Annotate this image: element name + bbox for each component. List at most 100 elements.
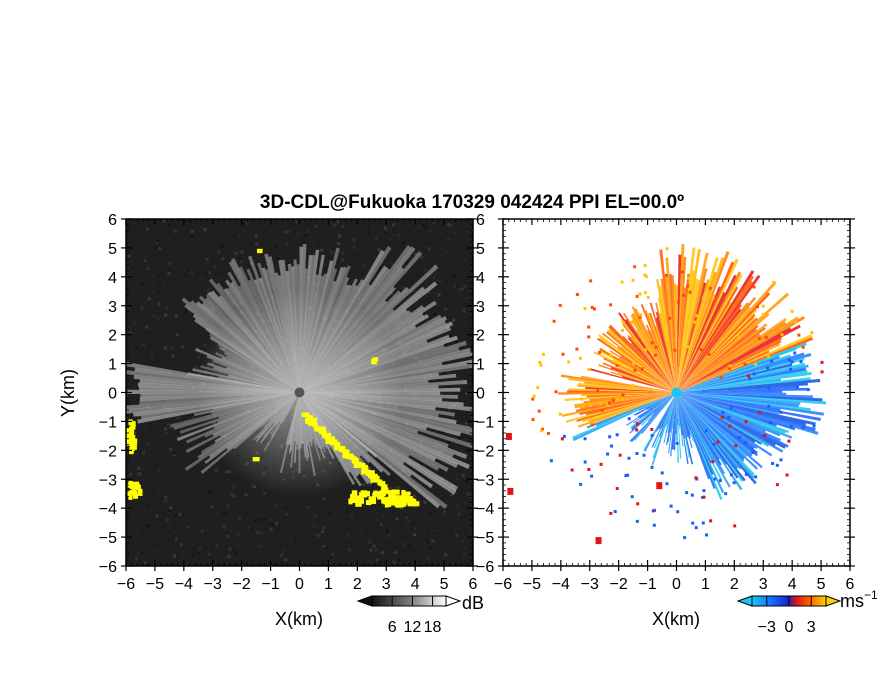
noise-pixel xyxy=(464,230,468,234)
velocity-ray xyxy=(676,286,739,393)
velocity-pixel xyxy=(806,388,810,392)
noise-pixel xyxy=(162,219,166,223)
velocity-ray xyxy=(676,392,796,431)
noise-pixel xyxy=(261,252,265,256)
velocity-pixel xyxy=(644,348,648,352)
noise-pixel xyxy=(313,515,317,519)
noise-pixel xyxy=(147,297,151,301)
velocity-pixel xyxy=(775,463,779,467)
velocity-ray xyxy=(676,268,708,393)
noise-pixel xyxy=(357,255,361,259)
velocity-ray xyxy=(658,392,677,430)
velocity-ray xyxy=(626,392,677,426)
noise-pixel xyxy=(225,504,229,508)
noise-pixel xyxy=(174,513,178,517)
velocity-ray xyxy=(609,350,677,393)
colorbar-tick-label: −3 xyxy=(758,619,776,636)
y-tick-label-right: 3 xyxy=(476,299,485,316)
noise-pixel xyxy=(399,265,403,269)
noise-pixel xyxy=(236,532,240,536)
colorbar-high-arrow xyxy=(825,595,842,607)
noise-pixel xyxy=(166,529,170,533)
velocity-pixel xyxy=(743,362,747,366)
noise-pixel xyxy=(441,496,445,500)
velocity-ray xyxy=(665,392,677,427)
noise-pixel xyxy=(208,490,212,494)
noise-pixel xyxy=(314,224,318,228)
velocity-ray xyxy=(676,392,722,466)
velocity-pixel xyxy=(615,361,619,365)
noise-pixel xyxy=(428,511,432,515)
velocity-ray xyxy=(627,334,677,393)
velocity-pixel xyxy=(583,307,587,311)
velocity-pixel xyxy=(694,476,698,480)
velocity-ray xyxy=(676,342,808,393)
noise-pixel xyxy=(282,549,286,553)
noise-pixel xyxy=(443,245,447,249)
velocity-pixel xyxy=(588,403,592,407)
noise-pixel xyxy=(394,551,398,555)
noise-pixel xyxy=(420,256,424,260)
noise-pixel xyxy=(452,273,456,277)
velocity-ray xyxy=(620,318,677,393)
x-tick-label: −4 xyxy=(175,576,193,593)
noise-pixel xyxy=(417,225,421,229)
clutter-pixel xyxy=(303,412,310,417)
noise-pixel xyxy=(331,552,335,556)
noise-pixel xyxy=(317,244,321,248)
noise-pixel xyxy=(322,526,326,530)
velocity-panel: −6 −5 −4 −3 −2 −1 0 1 2 3 4 5 6 X(km) xyxy=(494,218,855,629)
noise-pixel xyxy=(455,505,459,509)
velocity-ray xyxy=(560,374,677,393)
clutter-pixel xyxy=(351,490,358,498)
velocity-pixel xyxy=(549,459,553,463)
noise-pixel xyxy=(442,512,446,516)
velocity-ray xyxy=(676,274,737,393)
velocity-pixel xyxy=(608,435,612,439)
velocity-pixel xyxy=(652,508,656,512)
noise-pixel xyxy=(287,230,291,234)
clutter-pixel xyxy=(386,490,393,495)
clutter-pixel xyxy=(372,492,379,498)
velocity-ray xyxy=(676,302,749,393)
velocity-ray xyxy=(635,392,677,416)
velocity-ray xyxy=(653,392,677,449)
velocity-ray xyxy=(596,337,677,393)
velocity-pixel xyxy=(761,304,765,308)
noise-pixel xyxy=(188,310,192,314)
clutter-pixel xyxy=(129,448,134,455)
noise-pixel xyxy=(172,494,176,498)
velocity-ray xyxy=(672,392,677,450)
velocity-pixel xyxy=(630,320,634,324)
velocity-pixel xyxy=(812,424,816,428)
noise-pixel xyxy=(152,495,156,499)
noise-pixel xyxy=(446,238,450,242)
velocity-ray xyxy=(629,392,677,442)
noise-pixel xyxy=(365,518,369,522)
velocity-ray xyxy=(676,252,709,393)
noise-pixel xyxy=(232,548,236,552)
velocity-ray xyxy=(676,281,754,393)
velocity-ray xyxy=(676,244,685,393)
noise-pixel xyxy=(369,468,373,472)
noise-pixel xyxy=(126,265,130,269)
velocity-pixel xyxy=(606,452,610,456)
noise-pixel xyxy=(391,511,395,515)
noise-pixel xyxy=(340,225,344,229)
noise-pixel xyxy=(167,272,171,276)
velocity-ray xyxy=(676,392,744,482)
noise-pixel xyxy=(233,517,237,521)
clutter-pixel xyxy=(333,443,339,451)
velocity-ray xyxy=(676,392,691,436)
velocity-ray xyxy=(651,392,677,417)
noise-pixel xyxy=(150,355,154,359)
velocity-ray xyxy=(676,392,781,411)
velocity-ray xyxy=(659,392,677,438)
velocity-pixel xyxy=(699,348,703,352)
noise-pixel xyxy=(258,518,262,522)
noise-pixel xyxy=(380,523,384,527)
velocity-pixel xyxy=(732,481,736,485)
velocity-ray xyxy=(659,392,677,430)
noise-pixel xyxy=(278,549,282,553)
colorbar-low-arrow xyxy=(356,595,373,607)
